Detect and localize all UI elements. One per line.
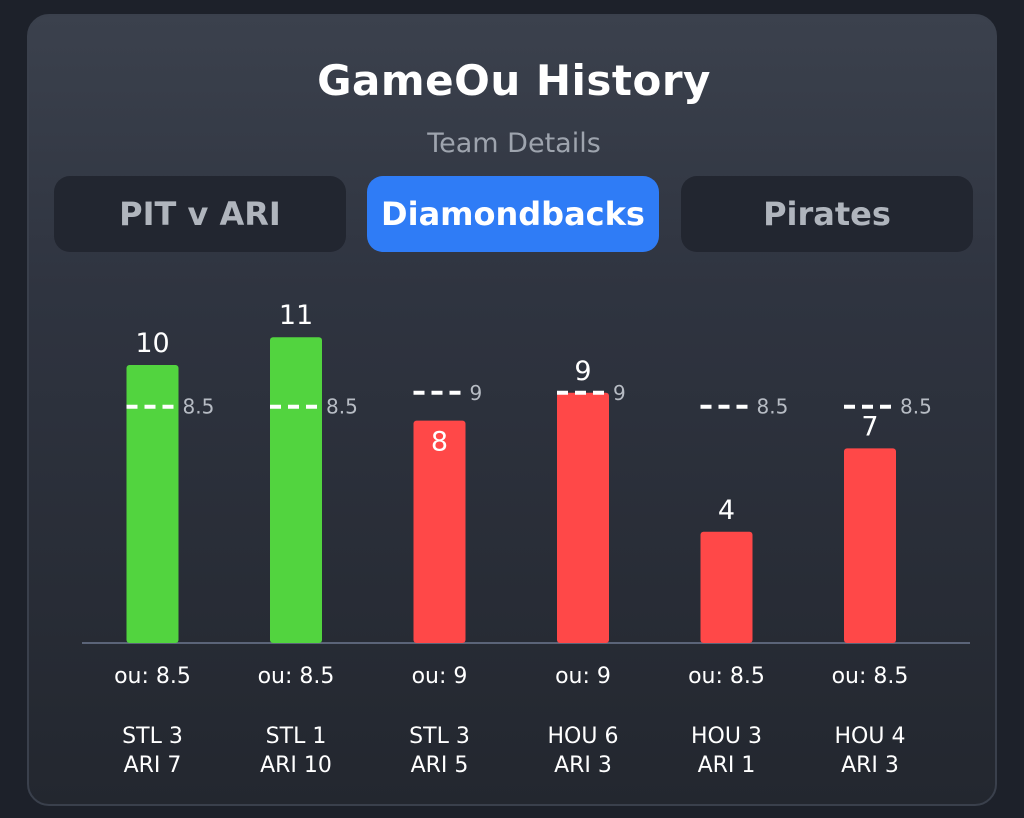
x-tick-line: HOU 6 — [548, 724, 619, 749]
ou-line-label-1: 8.5 — [326, 395, 358, 419]
x-tick-label-1: STL 1 ARI 10 — [260, 724, 332, 778]
ou-text-0: ou: 8.5 — [114, 664, 191, 689]
history-card: GameOu History Team Details PIT v ARI Di… — [27, 14, 997, 806]
x-tick-line: ARI 1 — [698, 753, 756, 778]
x-tick-line: STL 3 — [409, 724, 470, 749]
ou-line-label-3: 9 — [613, 381, 626, 405]
ou-line-label-5: 8.5 — [900, 395, 932, 419]
ou-text-1: ou: 8.5 — [258, 664, 335, 689]
x-tick-line: ARI 3 — [841, 753, 899, 778]
x-tick-line: ARI 7 — [124, 753, 182, 778]
bar-4 — [700, 531, 753, 643]
value-label-4: 4 — [718, 495, 735, 526]
ou-line-label-0: 8.5 — [183, 395, 215, 419]
x-tick-label-4: HOU 3 ARI 1 — [691, 724, 762, 778]
tab-pirates[interactable]: Pirates — [681, 176, 973, 252]
x-tick-label-5: HOU 4 ARI 3 — [835, 724, 906, 778]
bar-1 — [270, 337, 322, 643]
ou-text-3: ou: 9 — [555, 664, 611, 689]
value-label-1: 11 — [279, 300, 313, 331]
bar-0 — [126, 365, 179, 643]
value-label-3: 9 — [574, 356, 591, 387]
x-tick-line: HOU 3 — [691, 724, 762, 749]
bar-2 — [413, 420, 466, 643]
bar-3 — [557, 392, 609, 643]
value-label-0: 10 — [135, 328, 169, 359]
x-tick-line: STL 1 — [266, 724, 327, 749]
x-tick-line: STL 3 — [122, 724, 183, 749]
x-tick-label-0: STL 3 ARI 7 — [122, 724, 183, 778]
x-tick-line: ARI 3 — [554, 753, 612, 778]
ou-text-5: ou: 8.5 — [832, 664, 909, 689]
value-label-2: 8 — [431, 427, 448, 458]
ou-line-label-4: 8.5 — [757, 395, 789, 419]
value-label-5: 7 — [861, 411, 878, 442]
x-tick-line: ARI 10 — [260, 753, 332, 778]
x-tick-line: ARI 5 — [411, 753, 469, 778]
page-subtitle: Team Details — [427, 128, 601, 159]
bar-5 — [844, 448, 896, 643]
ou-text-2: ou: 9 — [412, 664, 468, 689]
tab-diamondbacks[interactable]: Diamondbacks — [367, 176, 659, 252]
x-tick-label-3: HOU 6 ARI 3 — [548, 724, 619, 778]
page-title: GameOu History — [317, 56, 711, 105]
tab-pit-v-ari[interactable]: PIT v ARI — [54, 176, 346, 252]
x-tick-line: HOU 4 — [835, 724, 906, 749]
ou-line-label-2: 9 — [470, 381, 483, 405]
x-tick-label-2: STL 3 ARI 5 — [409, 724, 470, 778]
ou-text-4: ou: 8.5 — [688, 664, 765, 689]
